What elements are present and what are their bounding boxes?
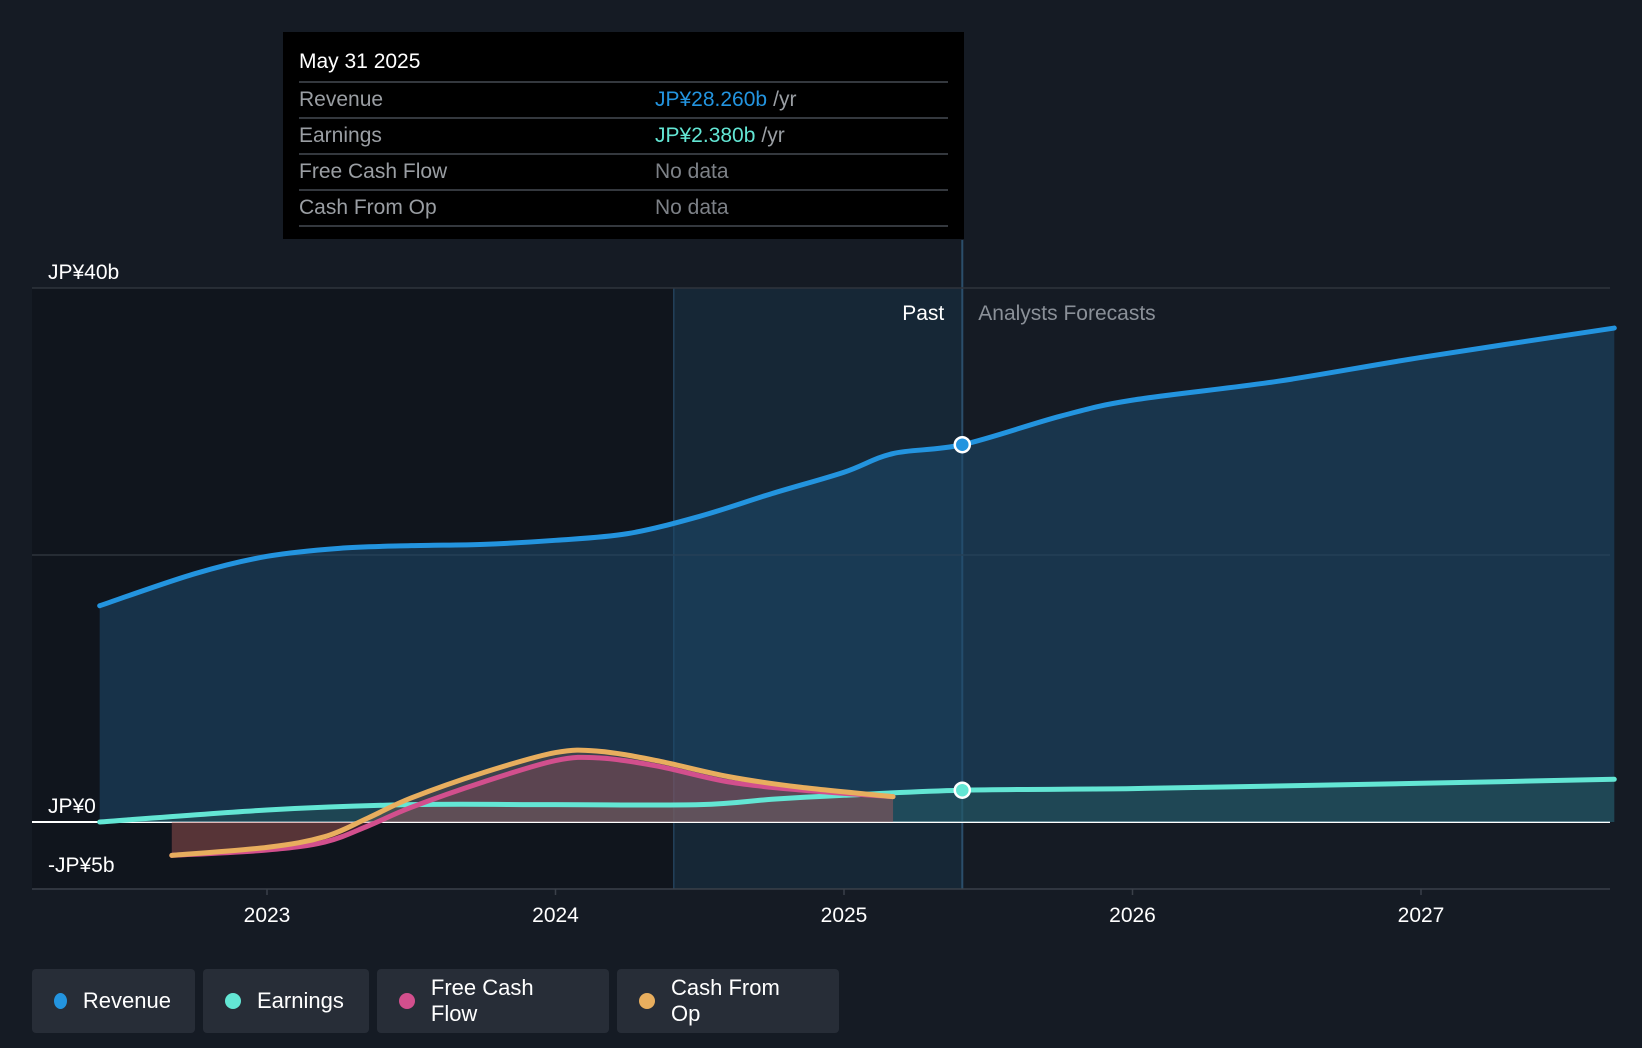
line-free-cash-flow xyxy=(169,754,896,858)
legend-label: Free Cash Flow xyxy=(430,975,534,1026)
tooltip-unit: /yr xyxy=(773,88,797,111)
highlight-point-earnings xyxy=(953,781,972,799)
legend-item-earnings[interactable]: Earnings xyxy=(203,969,369,1033)
tooltip-value: No data xyxy=(655,196,729,219)
tooltip-value-wrap: JP¥2.380b/yr xyxy=(655,119,785,153)
x-tick-label: 2023 xyxy=(244,904,291,927)
y-tick-label: -JP¥5b xyxy=(48,854,115,877)
x-tick-label: 2025 xyxy=(821,904,868,927)
legend-dot-icon xyxy=(54,993,67,1009)
legend-item-revenue[interactable]: Revenue xyxy=(32,969,195,1033)
tooltip-value: JP¥28.260b xyxy=(655,88,768,111)
tooltip-date: May 31 2025 xyxy=(299,50,421,73)
past-label: Past xyxy=(902,302,944,325)
line-revenue xyxy=(97,325,1617,609)
legend-dot-icon xyxy=(639,993,655,1009)
line-earnings xyxy=(97,776,1617,825)
x-tick-label: 2026 xyxy=(1109,904,1156,927)
legend-label: Revenue xyxy=(82,988,171,1013)
tooltip: May 31 2025 Revenue JP¥28.260b/yr Earnin… xyxy=(283,32,964,239)
line-cash-from-op xyxy=(169,747,896,858)
y-tick-label: JP¥0 xyxy=(48,795,96,818)
highlight-point-revenue xyxy=(953,435,972,454)
tooltip-label: Revenue xyxy=(299,88,384,111)
tooltip-row-cash-from-op: Cash From Op No data xyxy=(299,189,948,227)
legend-item-cash-from-op[interactable]: Cash From Op xyxy=(617,969,839,1033)
y-tick-label: JP¥40b xyxy=(48,261,119,284)
tooltip-row-free-cash-flow: Free Cash Flow No data xyxy=(299,153,948,189)
legend-dot-icon xyxy=(225,993,241,1009)
forecast-label: Analysts Forecasts xyxy=(978,302,1155,325)
x-tick-label: 2024 xyxy=(532,904,579,927)
legend-item-free-cash-flow[interactable]: Free Cash Flow xyxy=(377,969,609,1033)
legend-label: Earnings xyxy=(257,988,344,1013)
tooltip-label: Earnings xyxy=(299,124,382,147)
tooltip-label: Free Cash Flow xyxy=(299,160,448,183)
tooltip-label: Cash From Op xyxy=(299,196,437,219)
legend-dot-icon xyxy=(399,993,415,1009)
area-revenue xyxy=(99,328,1615,822)
area-earnings xyxy=(99,779,1615,822)
tooltip-row-revenue: Revenue JP¥28.260b/yr xyxy=(299,81,948,117)
legend: Revenue Earnings Free Cash Flow Cash Fro… xyxy=(32,969,839,1033)
tooltip-unit: /yr xyxy=(761,124,785,147)
tooltip-value-wrap: JP¥28.260b/yr xyxy=(655,83,796,117)
tooltip-value: JP¥2.380b xyxy=(655,124,756,147)
legend-label: Cash From Op xyxy=(670,975,780,1026)
tooltip-row-earnings: Earnings JP¥2.380b/yr xyxy=(299,117,948,153)
x-tick-label: 2027 xyxy=(1398,904,1445,927)
tooltip-value: No data xyxy=(655,160,729,183)
